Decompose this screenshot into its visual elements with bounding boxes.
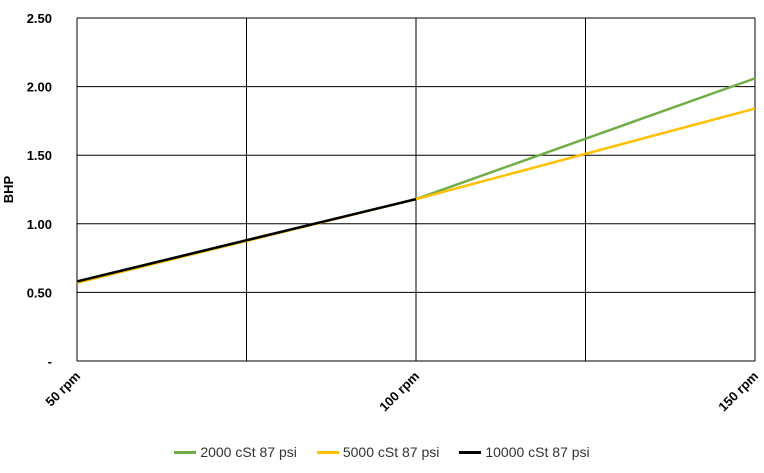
x-tick-labels: 50 rpm 100 rpm 150 rpm [42, 369, 761, 415]
y-tick-label: 0.50 [27, 285, 52, 300]
series-lines [76, 77, 756, 285]
legend-swatch [316, 450, 339, 454]
legend: 2000 cSt 87 psi 5000 cSt 87 psi 10000 cSt … [0, 441, 764, 463]
y-tick-labels: - 0.50 1.00 1.50 2.00 2.50 [27, 11, 52, 369]
series-line [76, 197, 417, 283]
y-tick-label: 2.50 [27, 11, 52, 26]
x-tick-label: 50 rpm [42, 369, 83, 410]
y-axis-label: BHP [1, 175, 16, 203]
legend-item: 5000 cSt 87 psi [316, 444, 440, 460]
legend-swatch [174, 450, 197, 454]
y-tick-label: 1.00 [27, 217, 52, 232]
y-tick-label: 1.50 [27, 148, 52, 163]
grid-lines [76, 17, 756, 362]
x-tick-label: 100 rpm [376, 369, 422, 415]
y-tick-label: - [48, 354, 52, 369]
legend-label: 10000 cSt 87 psi [485, 444, 590, 460]
legend-item: 10000 cSt 87 psi [459, 444, 590, 460]
legend-label: 5000 cSt 87 psi [342, 444, 440, 460]
legend-swatch [459, 450, 482, 454]
y-tick-label: 2.00 [27, 80, 52, 95]
legend-item: 2000 cSt 87 psi [174, 444, 297, 460]
x-tick-label: 150 rpm [715, 369, 761, 415]
legend-label: 2000 cSt 87 psi [200, 444, 297, 460]
line-chart: - 0.50 1.00 1.50 2.00 2.50 50 rpm 100 rpm 150 r… [1, 11, 761, 415]
